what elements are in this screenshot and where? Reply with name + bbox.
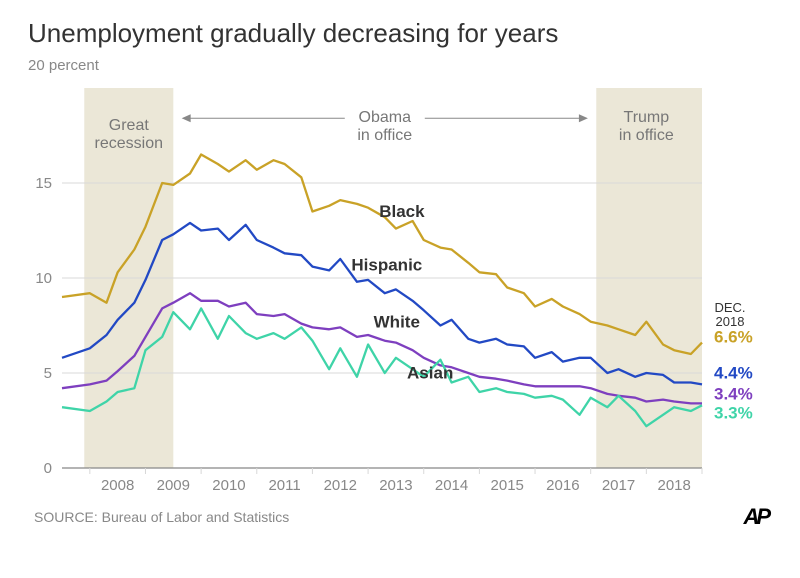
y-tick-label: 15 [35, 175, 52, 192]
series-label-asian: Asian [407, 364, 453, 383]
series-label-white: White [374, 312, 420, 331]
x-tick-label: 2012 [324, 477, 357, 494]
arrow-head-right [579, 114, 588, 122]
y-tick-label: 10 [35, 270, 52, 287]
x-tick-label: 2010 [212, 477, 245, 494]
source-text: SOURCE: Bureau of Labor and Statistics [34, 509, 289, 525]
chart-container: Unemployment gradually decreasing for ye… [0, 0, 800, 578]
obama-label: in office [357, 127, 412, 144]
series-label-hispanic: Hispanic [351, 255, 422, 274]
end-value-asian: 3.3% [714, 404, 753, 423]
x-tick-label: 2017 [602, 477, 635, 494]
period-label: Great [109, 117, 150, 134]
arrow-head-left [182, 114, 191, 122]
obama-label: Obama [359, 109, 412, 126]
chart-title: Unemployment gradually decreasing for ye… [28, 18, 780, 49]
x-tick-label: 2018 [657, 477, 690, 494]
x-tick-label: 2016 [546, 477, 579, 494]
end-value-white: 3.4% [714, 385, 753, 404]
end-value-hispanic: 4.4% [714, 364, 753, 383]
x-tick-label: 2015 [491, 477, 524, 494]
x-tick-label: 2011 [268, 477, 300, 494]
footer-row: SOURCE: Bureau of Labor and Statistics A… [20, 504, 780, 530]
x-tick-label: 2009 [157, 477, 190, 494]
series-label-black: Black [379, 202, 425, 221]
end-value-black: 6.6% [714, 328, 753, 347]
chart-area: 0 5 10 15 2008 2009 2010 2011 2012 2013 2014 2015 20… [20, 78, 780, 498]
y-axis-title: 20 percent [28, 57, 780, 74]
ap-logo: AP [743, 504, 768, 530]
period-label: Trump [624, 109, 670, 126]
y-tick-label: 5 [44, 365, 52, 382]
period-label: in office [619, 127, 674, 144]
chart-svg: 0 5 10 15 2008 2009 2010 2011 2012 2013 2014 2015 20… [20, 78, 780, 498]
end-value-header: DEC. [714, 300, 745, 315]
period-label: recession [95, 135, 163, 152]
x-tick-label: 2014 [435, 477, 468, 494]
y-tick-label: 0 [44, 460, 52, 477]
x-tick-label: 2013 [379, 477, 412, 494]
x-tick-label: 2008 [101, 477, 134, 494]
